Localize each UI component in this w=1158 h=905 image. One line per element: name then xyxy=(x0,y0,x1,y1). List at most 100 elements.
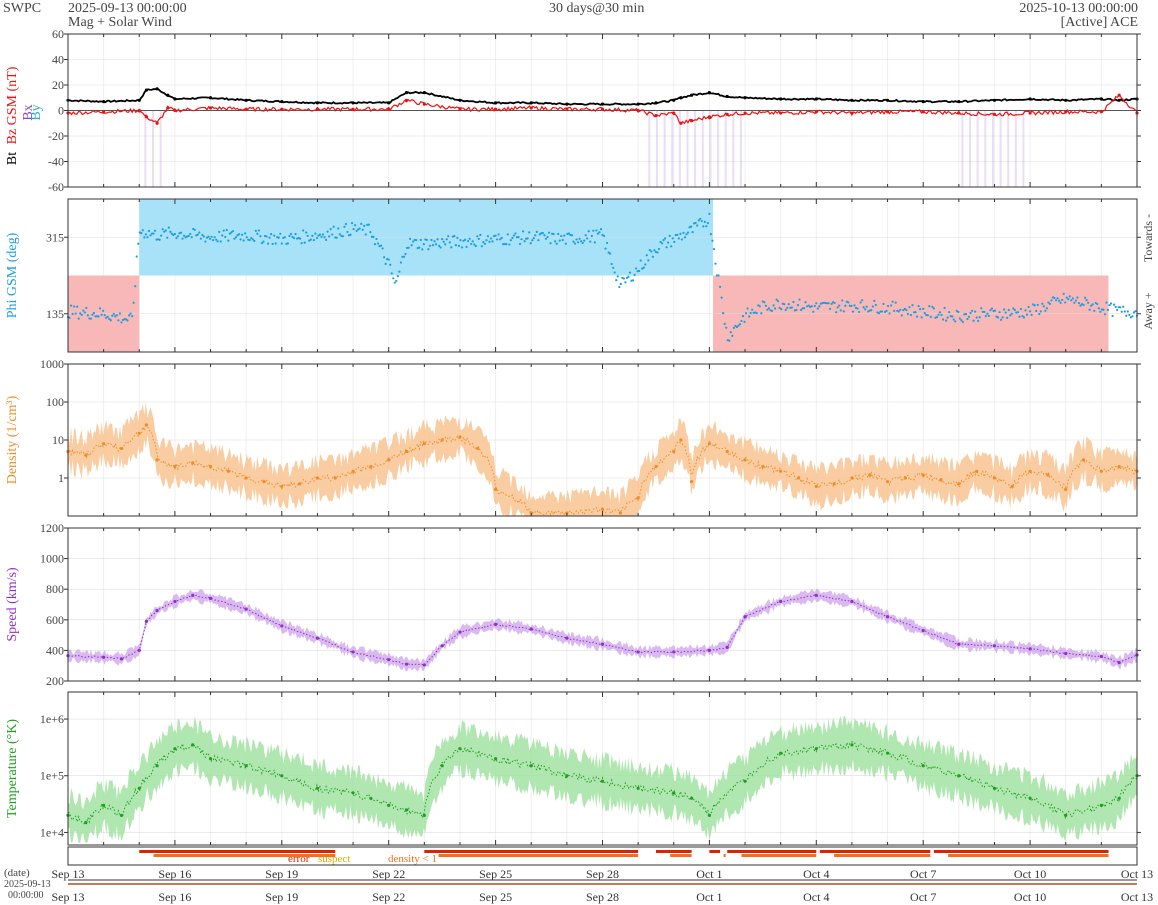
density-flag-bar xyxy=(438,854,639,857)
phi-point xyxy=(1064,301,1067,304)
mag-tick-label: -60 xyxy=(48,180,64,194)
phi-point xyxy=(537,239,540,242)
bz-point xyxy=(102,110,106,114)
phi-point xyxy=(76,305,79,308)
phi-axis-label: Phi GSM (deg) xyxy=(5,232,20,318)
phi-point xyxy=(237,233,241,236)
speed-point xyxy=(208,596,213,600)
phi-point xyxy=(120,321,123,324)
phi-point xyxy=(683,236,687,239)
time-tick-label-lower: Sep 19 xyxy=(265,890,298,904)
phi-point xyxy=(1030,313,1033,316)
phi-point xyxy=(1112,303,1116,306)
temperature-point xyxy=(458,747,462,751)
phi-point xyxy=(851,310,855,313)
phi-point xyxy=(437,244,441,247)
phi-point xyxy=(114,315,117,318)
bt-point xyxy=(921,99,925,104)
phi-point xyxy=(1082,303,1085,306)
phi-point xyxy=(653,249,656,252)
phi-point xyxy=(886,304,890,308)
speed-point xyxy=(1117,661,1121,665)
phi-point xyxy=(870,309,873,312)
time-tick-label-lower: Sep 28 xyxy=(586,890,619,904)
bz-point xyxy=(244,107,248,111)
phi-point xyxy=(1076,296,1079,299)
phi-point xyxy=(477,237,480,240)
temperature-point xyxy=(850,743,854,747)
density-point xyxy=(119,446,124,451)
bt-label: Bt xyxy=(5,152,20,165)
phi-point xyxy=(1042,305,1045,308)
phi-point xyxy=(1071,297,1074,300)
phi-point xyxy=(738,323,742,326)
phi-point xyxy=(835,311,838,314)
phi-point xyxy=(337,227,340,230)
density-tick-label: 10 xyxy=(52,433,64,447)
temperature-point xyxy=(280,774,284,778)
phi-point xyxy=(998,311,1001,314)
phi-point xyxy=(111,314,114,317)
temperature-point xyxy=(208,757,213,761)
temperature-point xyxy=(102,803,106,807)
phi-point xyxy=(210,235,213,238)
phi-point xyxy=(531,239,534,242)
phi-point xyxy=(476,235,479,238)
temperature-axis-label: Temperature (°K) xyxy=(5,719,20,818)
phi-point xyxy=(908,306,911,309)
phi-point xyxy=(480,245,483,248)
phi-point xyxy=(204,240,207,243)
speed-point xyxy=(458,630,462,634)
phi-point xyxy=(1036,303,1039,307)
phi-point xyxy=(790,306,793,309)
time-tick-label-lower: Oct 1 xyxy=(696,890,722,904)
phi-point xyxy=(547,231,551,234)
phi-point xyxy=(856,307,859,310)
phi-point xyxy=(862,306,865,309)
error-flag-bar xyxy=(727,850,817,853)
density-point xyxy=(679,438,683,442)
bt-point xyxy=(707,91,712,95)
phi-point xyxy=(741,315,745,318)
phi-point xyxy=(572,240,575,243)
phi-point xyxy=(691,230,694,234)
phi-point xyxy=(541,231,545,235)
phi-point xyxy=(897,310,900,313)
speed-point xyxy=(119,657,124,661)
phi-point xyxy=(496,238,499,241)
phi-point xyxy=(474,244,477,248)
phi-point xyxy=(369,231,372,234)
speed-point xyxy=(992,644,997,648)
density-point xyxy=(707,442,712,446)
phi-point xyxy=(580,240,583,243)
phi-point xyxy=(639,259,642,262)
phi-point xyxy=(288,234,291,238)
phi-point xyxy=(1077,301,1081,305)
phi-point xyxy=(755,311,758,315)
phi-point xyxy=(804,301,807,304)
phi-point xyxy=(1024,309,1027,312)
density-point xyxy=(315,476,320,480)
phi-point xyxy=(787,303,790,306)
phi-point xyxy=(532,236,535,240)
phi-point xyxy=(758,305,761,308)
temperature-point xyxy=(191,743,195,747)
phi-point xyxy=(131,315,134,318)
time-tick-label-upper: Sep 16 xyxy=(158,867,191,881)
phi-point xyxy=(935,315,939,319)
phi-point xyxy=(254,229,257,232)
phi-point xyxy=(248,238,251,242)
density-flag-bar xyxy=(741,854,817,857)
bz-point xyxy=(679,121,683,125)
bz-point xyxy=(921,110,925,114)
phi-point xyxy=(332,225,335,228)
phi-point xyxy=(341,235,344,238)
phi-point xyxy=(718,285,722,288)
density-point xyxy=(298,482,302,486)
phi-point xyxy=(584,234,587,237)
phi-point xyxy=(379,244,383,247)
phi-point xyxy=(984,315,987,318)
bt-point xyxy=(957,99,961,104)
phi-point xyxy=(1131,315,1134,318)
